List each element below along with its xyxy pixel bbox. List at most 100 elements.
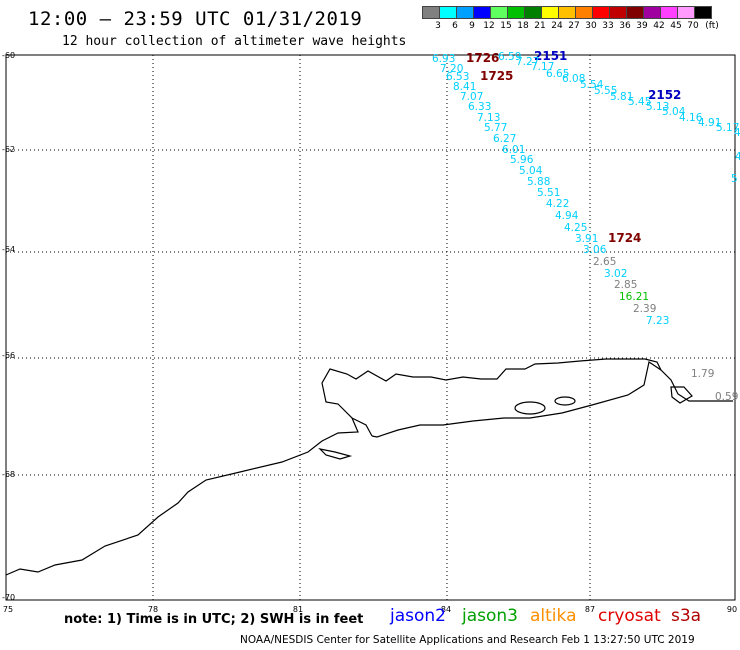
wave-height-label: 16.21 [619,291,649,303]
legend-label: 27 [568,21,580,31]
legend-label: 6 [452,21,458,31]
wave-height-label: 5 [731,173,738,185]
latitude-tick-label: -68 [2,470,15,479]
wave-height-label: 6.33 [468,101,491,113]
satellite-cryosat: cryosat [598,606,661,626]
note-text: note: 1) Time is in UTC; 2) SWH is in fe… [64,612,364,627]
wave-height-label: 5.04 [519,165,543,177]
lake-1 [514,401,546,415]
wave-height-label: 3.91 [575,233,598,245]
wave-height-label: 7.23 [646,315,669,327]
wave-height-label: 5.51 [537,187,560,199]
legend-swatch [694,6,712,19]
wave-height-label: 4.22 [546,198,569,210]
wave-height-label: 6.01 [502,144,525,156]
wave-height-label: 7.27 [516,56,539,68]
antarctic-coastline [5,358,733,576]
legend-label: 36 [619,21,631,31]
wave-height-label: 3.06 [583,244,607,256]
legend-label: 30 [585,21,597,31]
wave-height-label: 6.65 [546,68,569,80]
wave-height-label: 5.96 [510,154,534,166]
map-subtitle: 12 hour collection of altimeter wave hei… [62,34,407,49]
legend-label: 42 [653,21,665,31]
legend-label: 45 [670,21,682,31]
legend-label: 70 [687,21,699,31]
wave-height-label: 4.16 [679,112,703,124]
pass-label: 1726 [466,51,499,65]
wave-height-label: 4 [735,151,740,163]
legend-unit: (ft) [705,21,719,31]
wave-height-label: 4.94 [555,210,579,222]
headland [670,386,693,404]
coastline-inlet [351,417,373,437]
legend-label: 21 [534,21,546,31]
wave-height-label: 7.13 [477,112,500,124]
longitude-tick-label: 87 [585,605,595,614]
wave-height-label: 5.77 [484,122,507,134]
longitude-tick-label: 75 [3,605,13,614]
coastline-return [371,361,662,438]
color-legend [422,6,712,19]
wave-height-label: 5.04 [662,106,686,118]
latitude-tick-label: -64 [2,245,15,254]
graticule [6,55,735,600]
legend-label: 33 [602,21,614,31]
ice-island [318,448,353,460]
wave-height-label: 6.59 [498,51,521,63]
wave-height-label: 6.27 [493,133,516,145]
wave-height-label: 5.55 [594,85,617,97]
map-title: 12:00 – 23:59 UTC 01/31/2019 [28,8,363,30]
longitude-tick-label: 78 [148,605,158,614]
wave-height-label: 5.88 [527,176,550,188]
latitude-tick-label: -66 [2,351,15,360]
pass-labels: 1726 1725 2151 2152 1724 [466,49,681,245]
wave-height-label: 1.79 [691,368,714,380]
legend-label: 12 [483,21,495,31]
lake-2 [554,396,576,406]
wave-height-label: 7.17 [531,61,554,73]
longitude-tick-label: 84 [441,605,451,614]
latitude-tick-label: -60 [2,51,15,60]
legend-label: 18 [517,21,529,31]
legend-label: 9 [469,21,475,31]
legend-label: 15 [500,21,512,31]
wave-height-label: 7.20 [440,63,463,75]
wave-height-observations: 6.937.206.538.417.076.337.135.776.276.01… [432,51,740,403]
satellite-s3a: s3a [671,606,702,626]
wave-height-label: 4.25 [564,222,587,234]
latitude-tick-label: -62 [2,145,15,154]
pass-label: 2152 [648,88,681,102]
legend-label: 39 [636,21,648,31]
pass-label: 1725 [480,69,513,83]
color-legend-labels: 3 6 9 12 15 18 21 24 27 30 33 36 39 42 45 70 (ft) [422,21,740,35]
wave-height-label: 0.59 [715,391,738,403]
wave-height-label: 2.85 [614,279,637,291]
wave-height-label: 5.54 [580,79,604,91]
wave-height-label: 6.08 [562,73,585,85]
wave-height-label: 3.02 [604,268,627,280]
map-frame [5,54,736,601]
wave-height-label: 4 [734,127,740,139]
satellite-jason3: jason3 [462,606,518,626]
legend-label: 24 [551,21,563,31]
longitude-tick-label: 81 [293,605,303,614]
wave-height-label: 4.91 [698,117,721,129]
satellite-jason2: jason2 [390,606,446,626]
footer-credit: NOAA/NESDIS Center for Satellite Applica… [240,634,695,646]
wave-height-label: 6.53 [446,71,469,83]
wave-height-label: 5.45 [628,96,651,108]
legend-label: 3 [435,21,441,31]
wave-height-label: 2.65 [593,256,616,268]
pass-label: 1724 [608,231,641,245]
wave-height-label: 5.13 [646,101,669,113]
pass-label: 2151 [534,49,567,63]
axis-ticks: -60 -62 -64 -66 -68 -70 75 78 81 84 87 90 [2,51,737,614]
wave-height-label: 7.07 [460,91,483,103]
wave-height-label: 5.81 [610,91,633,103]
wave-height-label: 5.17 [716,122,739,134]
satellite-altika: altika [530,606,577,626]
longitude-tick-label: 90 [727,605,737,614]
